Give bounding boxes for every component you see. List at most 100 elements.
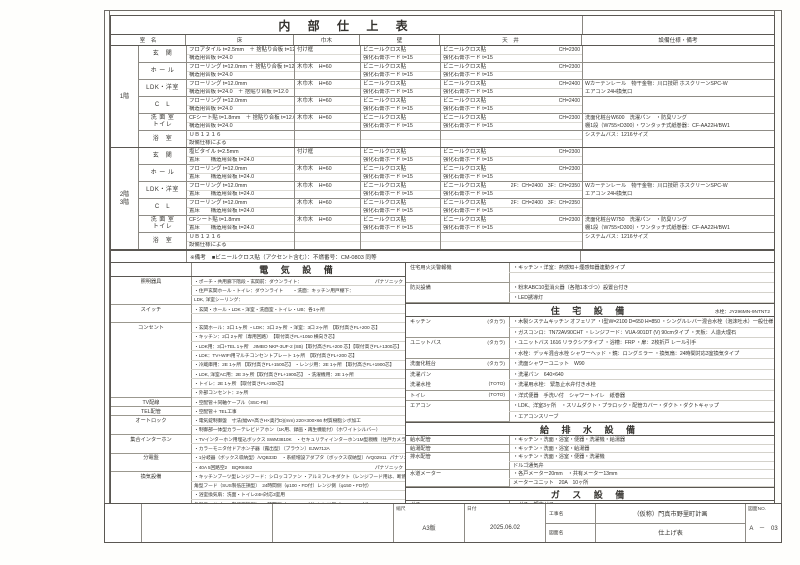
spec-row-content: ・LDK用：3口+TEL 1ヶ所 JIMBO NKP-3UF-2 (SB)【取付… (192, 342, 405, 352)
spec-row-label: スイッチ (111, 304, 192, 315)
spec-row-label (111, 369, 192, 380)
remarks-cell: システムバス：1216サイズ (585, 234, 649, 240)
title-block-empty-cell-1 (105, 504, 142, 542)
spec-row-content: ・各戸メーター20mm ・共有メーター13mm (510, 470, 774, 479)
room-name-cell: C L (139, 199, 187, 215)
spec-row-label (406, 461, 510, 470)
wall-finish-cell: ビニールクロス貼 強化石膏ボード t=15 (361, 80, 441, 96)
spec-row-content: メーターユニット 20A 10ヶ所 (510, 479, 774, 487)
spec-row-label (406, 411, 510, 422)
skirting-cell (295, 131, 361, 147)
spec-row: ・LDK, 洋室AC用：2E 3ヶ所【取付高さFL+1900芯】 ・洗濯機用：2… (111, 369, 405, 380)
spec-row-content: ・粉末ABC10型消火器（各階1本づつ）設置台付き (510, 283, 774, 293)
floor-group-label-1f: 1階 (111, 46, 139, 147)
floor-finish-cell: フローリング t=12.0mm 構造用合板 t=24.0 (187, 97, 295, 113)
right-spec-column: 住宅用火災警報機 ・キッチン・洋室：熱感知＋煙感知器連動タイプ (406, 263, 774, 520)
spec-row-content: ・LDK、洋室3ヶ所 ・スリムダクト・プラロック・配管カバー・ダクト・ダクトキャ… (510, 401, 774, 412)
spec-row: ・トイレ：2E 1ヶ所 【取付高さFL+200芯】 (111, 379, 405, 389)
scale-value: A3版 (422, 526, 436, 532)
spec-row: TV配線 ・空配管＋同軸ケーブル（S5C-FB） (111, 397, 405, 408)
spec-row-content: ・電気錠制御盤 寸法(幅W×高さH×奥行D)(mm) 220×300×66 材質… (192, 416, 405, 426)
spec-row-label (406, 273, 510, 283)
spec-row-content: ・LDK：TV+WIFI用マルチコンセントプレート 1ヶ所 【取付高さFL+20… (192, 351, 405, 361)
skirting-cell: 木巾木 H=60 (295, 63, 361, 79)
room-name-cell: LDK・洋室 (139, 182, 187, 198)
date-value: 2025.06.02 (489, 524, 521, 531)
spec-row-label: オートロック (111, 416, 192, 426)
skirting-cell: 木巾木 H=60 (295, 165, 361, 181)
wall-finish-cell: ビニールクロス貼 強化石膏ボード t=15 (361, 114, 441, 130)
ceiling-finish-cell: ビニールクロス貼 2F：CH=2400 3F：CH=2350 強化石膏ボード t=… (441, 182, 583, 198)
title-block-empty-cell-3 (273, 504, 394, 542)
spec-row-label: 洗面化粧台 (タカラ) (406, 359, 510, 370)
project-name-value: （仮称）門真市野里町計画 (633, 510, 708, 518)
spec-row: エアコン ・LDK、洋室3ヶ所 ・スリムダクト・プラロック・配管カバー・ダクト・… (406, 401, 774, 412)
spec-row: ・LED誘導灯 (406, 293, 774, 303)
spec-row-content: ・木製システムキッチン オフェリア ・I型W=2100 D=650 H=850 … (510, 317, 774, 328)
spec-row-label: 給湯配管 (406, 444, 510, 453)
spec-row: 洗面化粧台 (タカラ) ・洗面シャワーユニット W90 (406, 359, 774, 370)
note-spacer (111, 251, 187, 262)
wall-finish-cell: ビニールクロス貼 強化石膏ボード t=15 (361, 148, 441, 164)
floor-finish-cell: 塩ビタイル t=2.5mm 置床 構造用合板 t=24.0 (187, 148, 295, 164)
spec-row: 照明器具 ・ポーチ・共用廊下階段・玄関前：ダウンライト： パナソニック (111, 277, 405, 287)
spec-row-label: ユニットバス (タカラ) (406, 338, 510, 349)
skirting-cell (295, 233, 361, 249)
note-text: ※備考 ■ビニールクロス貼（アクセント含む）：不燃番号：CM-0803 同等 (187, 251, 580, 262)
spec-row-content: ・ユニットバス 1616 リラクシアタイプ ・浴槽：FRP ・扉：2枚折戸 レー… (510, 338, 774, 349)
spec-row-content: ・玄関ホール：3口 1ヶ所 ・LDK：3口 2ヶ所 ・洋室：3口 2ヶ所 【取付… (192, 323, 405, 333)
spec-row: 水道メーター ・各戸メーター20mm ・共有メーター13mm (406, 470, 774, 479)
scale-cell: 縮尺 A3版 (394, 504, 465, 542)
remarks-cell: Wカーテンレール 物干金物：川口技研 ホスクリーンSPC-W エアコン 24H換気… (585, 81, 728, 95)
ceiling-finish-cell: ビニールクロス貼 CH=2300 強化石膏ボード t=15 (441, 148, 583, 164)
floor-finish-cell: CFシート貼 t=1.8mm ＋ 捨貼り合板 t=12.0 構造用合板 t=24.… (187, 114, 295, 130)
spec-row-content: ・エアコンスリーブ (510, 412, 774, 422)
spec-row-content: ・TVインターホン用埋込ボックス SWM3810K ・セキュリティインターホン1… (192, 435, 405, 445)
spec-row-label: 集合インターホン (111, 435, 192, 445)
spec-row-label: 給水配管 (406, 436, 510, 445)
spec-row: ・浴室換気扇：洗面・トイレ24H対応3室用 (111, 490, 405, 501)
spec-row-label (111, 481, 192, 491)
sheet-content: 内 部 仕 上 表 室 名 床 巾木 壁 天 井 設備仕様・備考 1階 (110, 15, 775, 521)
spec-row: 給湯配管 ・キッチン・洗面・浴室・給湯器 (406, 444, 774, 453)
room-name-cell: 洗 面 室トイレ (139, 114, 187, 130)
spec-row-content: ドルゴ通気弁 (510, 462, 774, 470)
room-name-cell: ホ ー ル (139, 165, 187, 181)
col-header-skirting: 巾木 (294, 35, 360, 45)
skirting-cell: 木巾木 H=60 (295, 216, 361, 232)
finish-group-1f: 1階 玄 関 フロアタイル t=2.5mm ＋ 捨貼り合板 t=12.0 構造用合… (111, 46, 774, 148)
finish-group-2f3f: 2階 3階 玄 関 塩ビタイル t=2.5mm 置床 構造用合板 t=24.0 (111, 148, 774, 250)
spec-row-label (406, 327, 510, 338)
wall-finish-cell: ビニールクロス貼 強化石膏ボード t=15 (361, 216, 441, 232)
spec-row-content: ・キッチン：2口 2ヶ所（専用回路） 【取付高さFL+1050 横向き芯】 (192, 333, 405, 343)
spec-row-content: ・玄関・ホール・LDK・洋室・洗面室・トイレ・UB：各1ヶ所 (192, 305, 405, 315)
spec-row: 住宅用火災警報機 ・キッチン・洋室：熱感知＋煙感知器連動タイプ (406, 263, 774, 273)
ceiling-finish-cell: ビニールクロス貼 CH=2300 強化石膏ボード t=15 (441, 114, 583, 130)
spec-row-content: ・洋式便器 手洗い付 シャワートイレ 紙巻器 (510, 391, 774, 401)
spec-row: キッチン (タカラ) ・木製システムキッチン オフェリア ・I型W=2100 D=… (406, 317, 774, 328)
spec-row-label (406, 478, 510, 487)
wall-finish-cell: ビニールクロス貼 強化石膏ボード t=15 (361, 46, 441, 62)
spec-row-label (111, 425, 192, 436)
spec-row-content: ・トイレ：2E 1ヶ所 【取付高さFL+200芯】 (192, 379, 405, 389)
frame-double-line-left (109, 10, 110, 541)
fire-alarm-section: 住宅用火災警報機 ・キッチン・洋室：熱感知＋煙感知器連動タイプ (406, 263, 774, 303)
spec-row-label (111, 379, 192, 389)
spec-row-label: TV配線 (111, 397, 192, 408)
spec-row-content (510, 273, 774, 283)
spec-row-label (111, 332, 192, 343)
spec-row-content: ・ガスコンロ：TN72AV90CHT ・レンジフード：VUA-901DT (V)… (510, 328, 774, 338)
ceiling-finish-cell: ビニールクロス貼 CH=2300 強化石膏ボード t=15 (441, 216, 583, 232)
spec-row-label (111, 388, 192, 398)
faucet-model-note: 水栓：JY296MN-9NTNT2 (714, 310, 770, 315)
remarks-cell: システムバス：1216サイズ (585, 132, 649, 138)
spec-row: 防災設備 ・粉末ABC10型消火器（各階1本づつ）設置台付き (406, 283, 774, 293)
title-block: 縮尺 A3版 日付 2025.06.02 工事名 （仮称）門真市野里町計画 図面… (104, 503, 782, 543)
spec-row-label: 換気設備 (111, 472, 192, 482)
ceiling-finish-cell: ビニールクロス貼 CH=2300 強化石膏ボード t=15 (441, 63, 583, 79)
spec-row: スイッチ ・玄関・ホール・LDK・洋室・洗面室・トイレ・UB：各1ヶ所 (111, 304, 405, 315)
electrical-rows: 照明器具 ・ポーチ・共用廊下階段・玄関前：ダウンライト： パナソニック (111, 277, 405, 519)
floor-finish-cell: ＵＢ１２１６ 設備仕様による (187, 131, 295, 147)
spec-row-content: ・水栓：デッキ混合水栓 シャワーヘッド ・鏡：ロングミラー ・換気扇：24時間対… (510, 349, 774, 359)
drawing-name-value: 仕上げ表 (658, 530, 683, 538)
